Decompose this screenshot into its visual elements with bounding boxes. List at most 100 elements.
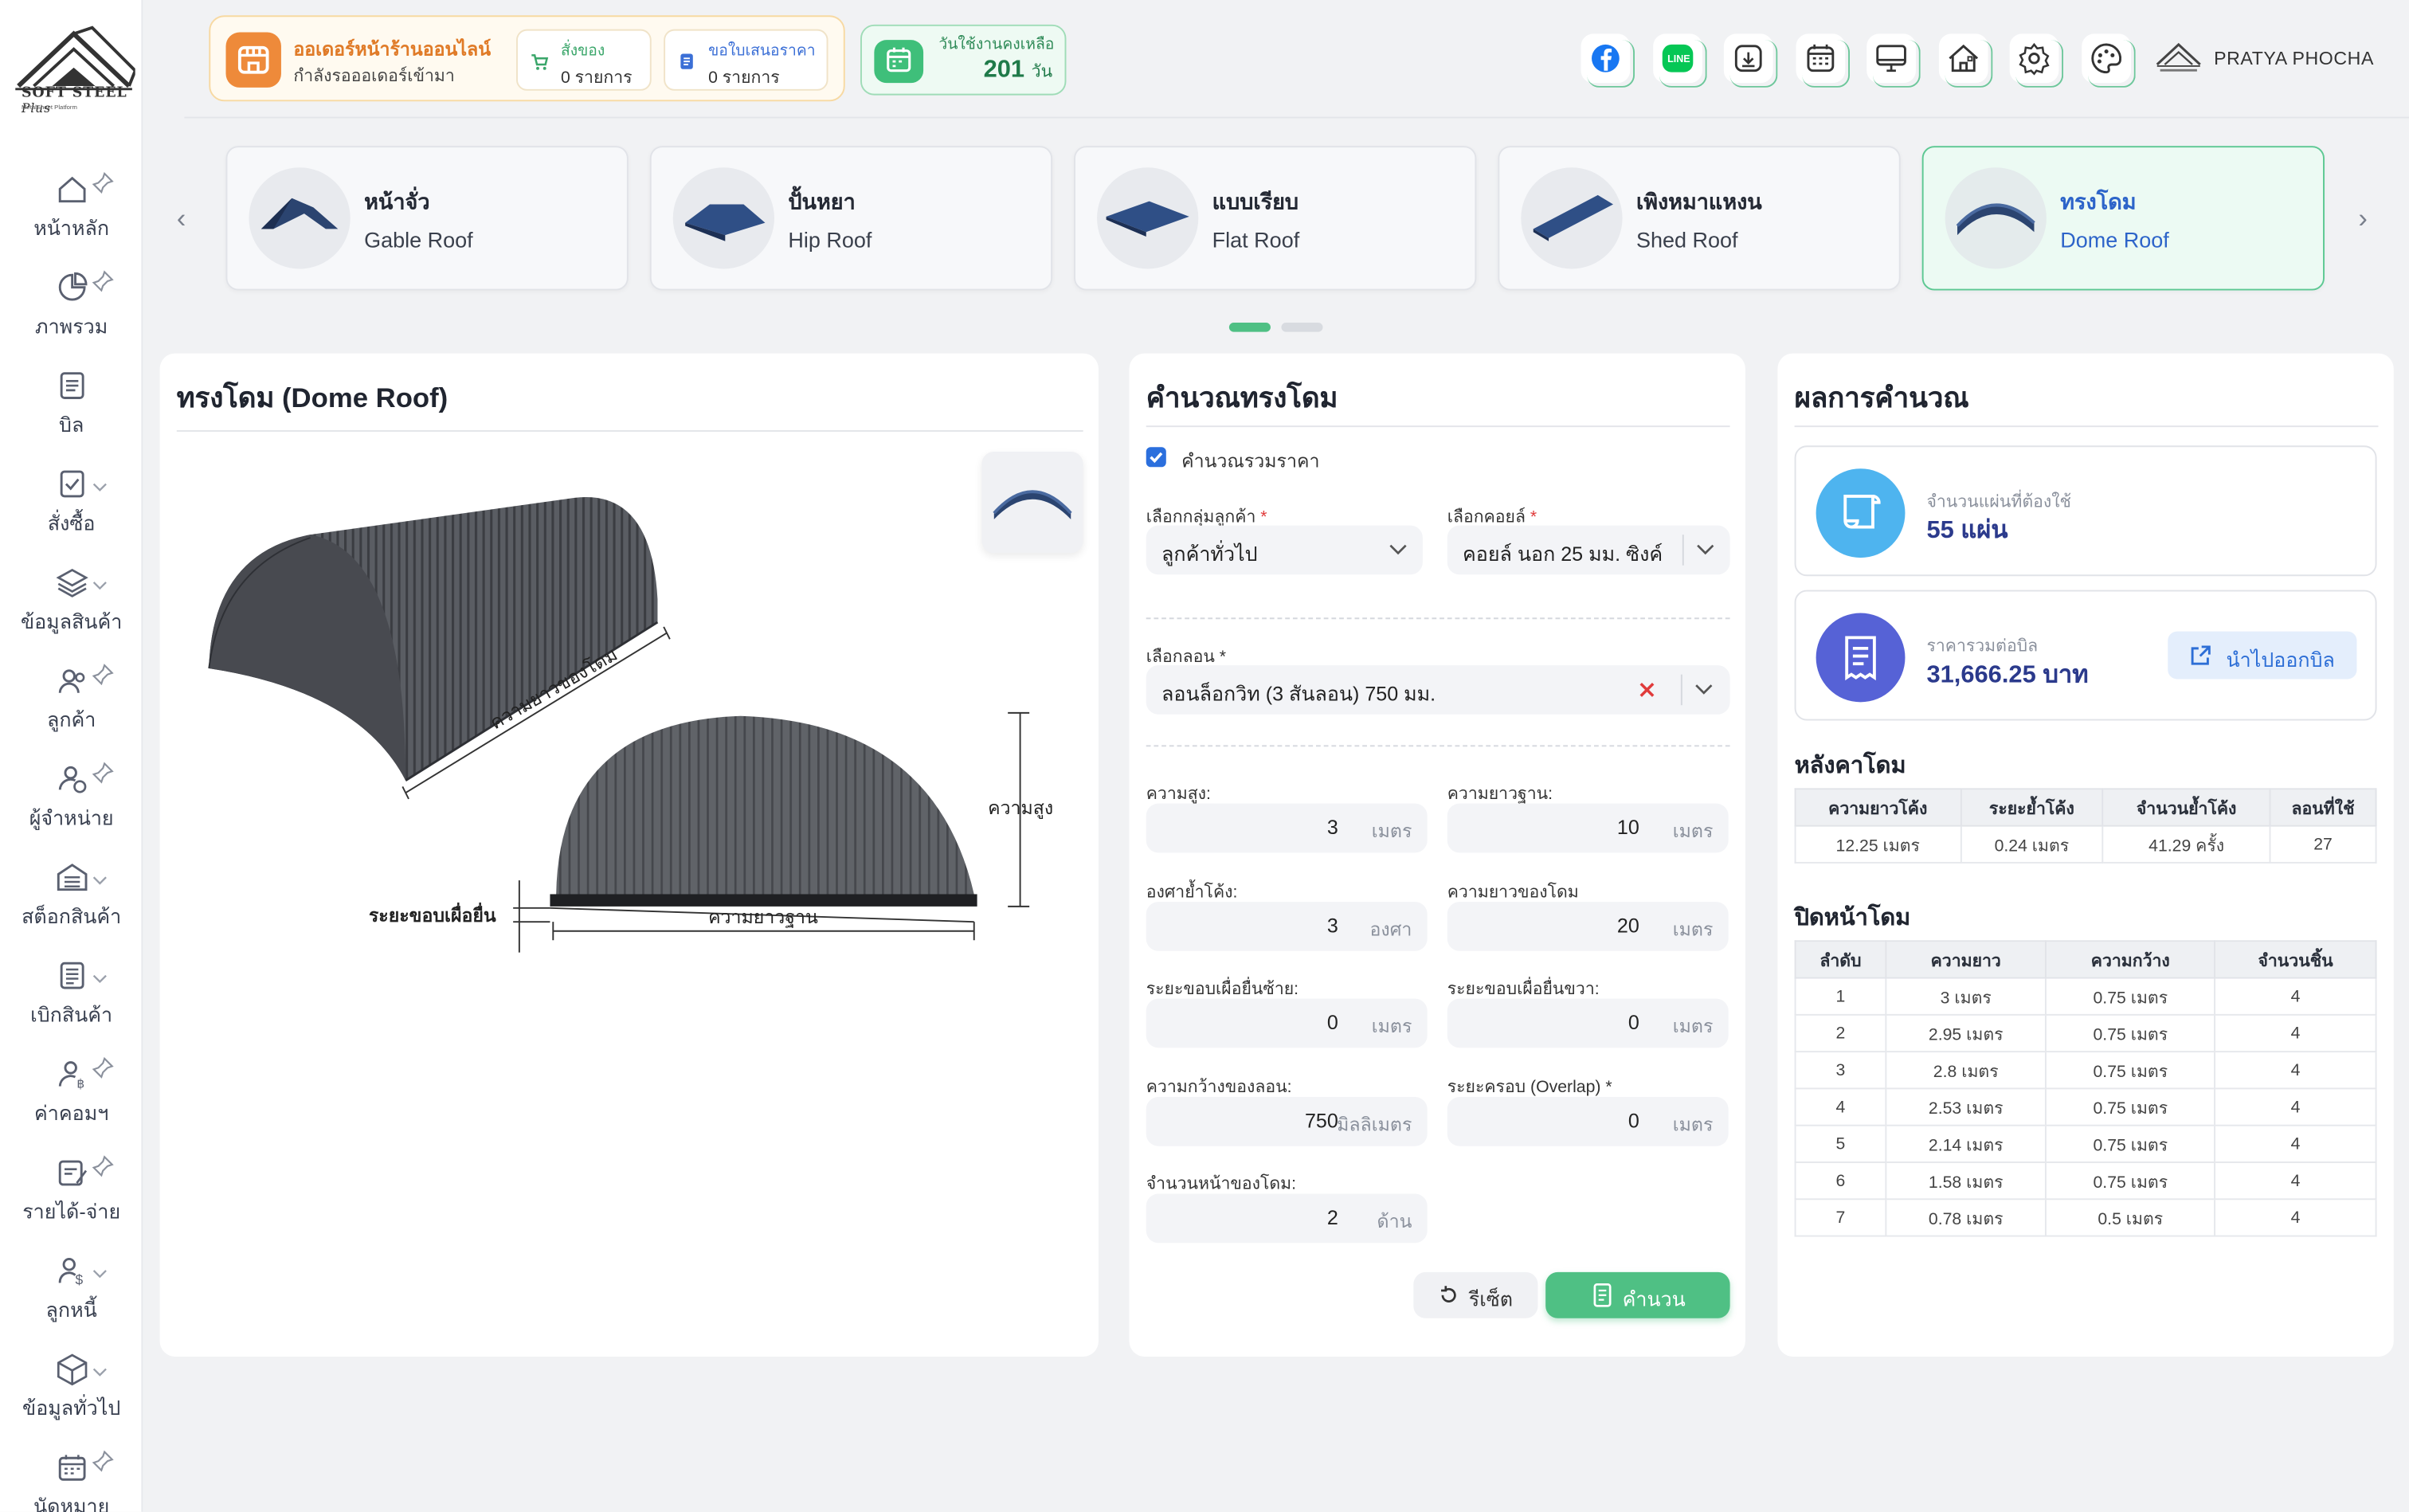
quotation-value: 0 รายการ <box>708 69 780 88</box>
line-icon[interactable]: LINE <box>1652 33 1706 88</box>
sidebar-item-label: ค่าคอมฯ <box>34 1101 109 1125</box>
clear-icon[interactable] <box>1638 680 1656 699</box>
pin-icon[interactable] <box>92 1450 114 1472</box>
chevron-down-icon[interactable] <box>92 971 108 986</box>
sidebar-item-2[interactable]: ภาพรวม <box>0 258 143 351</box>
sidebar-item-7[interactable]: ผู้จำหน่าย <box>0 750 143 842</box>
roof-card-flat[interactable]: แบบเรียบ Flat Roof <box>1074 146 1477 291</box>
calendar-grid-icon[interactable] <box>1795 33 1850 88</box>
table-cell: 4 <box>2214 1161 2377 1201</box>
sidebar-item-4[interactable]: สั่งซื้อ <box>0 455 143 547</box>
overhang-label: ระยะขอบเผื่อยื่น <box>369 902 496 926</box>
customer-group-select[interactable]: ลูกค้าทั่วไป <box>1146 525 1423 575</box>
pin-icon[interactable] <box>92 762 114 784</box>
pin-icon[interactable] <box>92 172 114 194</box>
dome-faces-input[interactable]: 2 ด้าน <box>1146 1193 1428 1244</box>
dome-faces-label: จำนวนหน้าของโดม: <box>1146 1175 1297 1194</box>
sidebar-item-label: สต็อกสินค้า <box>22 904 122 928</box>
roof-name-thai: หน้าจั่ว <box>364 189 430 214</box>
roof-name-english: Dome Roof <box>2060 227 2169 253</box>
base-length-input[interactable]: 10 เมตร <box>1447 803 1729 853</box>
facebook-icon[interactable] <box>1581 33 1635 88</box>
roof-card-gable[interactable]: หน้าจั่ว Gable Roof <box>225 146 629 291</box>
roof-card-hip[interactable]: ปั้นหยา Hip Roof <box>649 146 1053 291</box>
list-icon <box>55 369 88 402</box>
sidebar-item-6[interactable]: ลูกค้า <box>0 652 143 744</box>
sidebar-item-12[interactable]: $ ลูกหนี้ <box>0 1241 143 1334</box>
commission-icon: ฿ <box>55 1057 88 1091</box>
table-header-row: ความยาวโค้ง ระยะย้ำโค้ง จำนวนย้ำโค้ง ลอนที่… <box>1794 788 2377 827</box>
user-avatar[interactable] <box>2154 40 2203 73</box>
pin-icon[interactable] <box>92 1056 114 1079</box>
sidebar-item-1[interactable]: หน้าหลัก <box>0 160 143 253</box>
coil-select[interactable]: คอยล์ นอก 25 มม. ซิงค์ <box>1447 525 1730 575</box>
pin-icon[interactable] <box>92 664 114 686</box>
chevron-down-icon[interactable] <box>92 1266 108 1281</box>
dome-length-input[interactable]: 20 เมตร <box>1447 901 1729 950</box>
sidebar-item-8[interactable]: สต็อกสินค้า <box>0 848 143 941</box>
table-header-cell: จำนวนย้ำโค้ง <box>2102 788 2271 827</box>
calculate-button[interactable]: คำนวน <box>1545 1271 1730 1318</box>
chevron-down-icon[interactable] <box>92 578 108 593</box>
palette-icon[interactable] <box>2081 33 2135 88</box>
table-header-cell: ความกว้าง <box>2045 940 2216 979</box>
create-bill-button[interactable]: นำไปออกบิล <box>2168 631 2357 680</box>
sidebar-item-14[interactable]: นัดหมาย <box>0 1438 143 1512</box>
monitor-icon[interactable] <box>1866 33 1921 88</box>
download-icon[interactable] <box>1723 33 1778 88</box>
diagram-panel: ทรงโดม (Dome Roof) <box>159 353 1099 1357</box>
settings-icon[interactable] <box>2009 33 2064 88</box>
carousel-prev-icon[interactable]: ‹ <box>176 202 186 234</box>
chevron-down-icon <box>1697 544 1714 555</box>
table-cell: 5 <box>1794 1124 1887 1163</box>
sidebar-item-13[interactable]: ข้อมูลทั่วไป <box>0 1340 143 1432</box>
roof-card-shed[interactable]: เพิงหมาแหงน Shed Roof <box>1498 146 1901 291</box>
reset-icon <box>1441 1286 1456 1302</box>
table-cell: 4 <box>2214 977 2377 1016</box>
carousel-next-icon[interactable]: › <box>2358 202 2368 234</box>
field-value: 20 <box>1616 913 1639 937</box>
profile-width-input[interactable]: 750 มิลลิเมตร <box>1146 1096 1428 1146</box>
table-row: 5 2.14 เมตร 0.75 เมตร 4 <box>1794 1124 2377 1163</box>
overlap-input[interactable]: 0 เมตร <box>1447 1096 1729 1146</box>
carousel-dot-1[interactable] <box>1228 323 1271 332</box>
quotation-count-card[interactable]: ขอใบเสนอราคา 0 รายการ <box>664 29 828 91</box>
form-separator <box>1146 745 1730 747</box>
pin-icon[interactable] <box>92 1155 114 1177</box>
sidebar-item-3[interactable]: บิล <box>0 356 143 449</box>
user-name[interactable]: PRATYA PHOCHA <box>2214 47 2374 69</box>
height-input[interactable]: 3 เมตร <box>1146 803 1428 853</box>
online-orders-card[interactable]: ออเดอร์หน้าร้านออนไลน์ กำลังรอออเดอร์เข้… <box>209 15 845 102</box>
table-cell: 0.75 เมตร <box>2045 1013 2216 1053</box>
carousel-dot-2[interactable] <box>1281 323 1323 332</box>
overhang-left-label: ระยะขอบเผื่อยื่นซ้าย: <box>1146 980 1299 999</box>
overhang-right-input[interactable]: 0 เมตร <box>1447 998 1729 1048</box>
table-cell: 0.78 เมตร <box>1885 1198 2047 1237</box>
roof-name-english: Hip Roof <box>788 227 872 253</box>
overhang-left-input[interactable]: 0 เมตร <box>1146 998 1428 1048</box>
chevron-down-icon[interactable] <box>92 480 108 495</box>
house-icon[interactable] <box>1937 33 1992 88</box>
roof-card-dome[interactable]: ทรงโดม Dome Roof <box>1921 146 2325 291</box>
table-row: 2 2.95 เมตร 0.75 เมตร 4 <box>1794 1013 2377 1053</box>
overlap-label: ระยะครอบ (Overlap) * <box>1447 1077 1612 1097</box>
profile-select[interactable]: ลอนล็อกวิท (3 สันลอน) 750 มม. <box>1146 665 1730 715</box>
sidebar-item-9[interactable]: เบิกสินค้า <box>0 946 143 1039</box>
chevron-down-icon[interactable] <box>92 1365 108 1380</box>
purchase-count-card[interactable]: สั่งของ 0 รายการ <box>516 29 652 91</box>
curve-angle-input[interactable]: 3 องศา <box>1146 901 1428 950</box>
svg-text:฿: ฿ <box>76 1077 84 1091</box>
chevron-down-icon <box>1389 544 1407 555</box>
bill-total-value: 31,666.25 บาท <box>1926 662 2089 689</box>
sidebar-item-5[interactable]: ข้อมูลสินค้า <box>0 553 143 645</box>
reset-button[interactable]: รีเซ็ต <box>1413 1271 1538 1318</box>
include-price-checkbox[interactable] <box>1146 447 1166 468</box>
sidebar-item-11[interactable]: รายได้-จ่าย <box>0 1143 143 1236</box>
sidebar-item-10[interactable]: ฿ค่าคอมฯ <box>0 1044 143 1137</box>
table-cell: 0.24 เมตร <box>1959 825 2104 864</box>
pin-icon[interactable] <box>92 270 114 292</box>
chevron-down-icon[interactable] <box>92 872 108 887</box>
table-cell: 0.75 เมตร <box>2045 977 2216 1016</box>
users-icon <box>55 664 88 697</box>
